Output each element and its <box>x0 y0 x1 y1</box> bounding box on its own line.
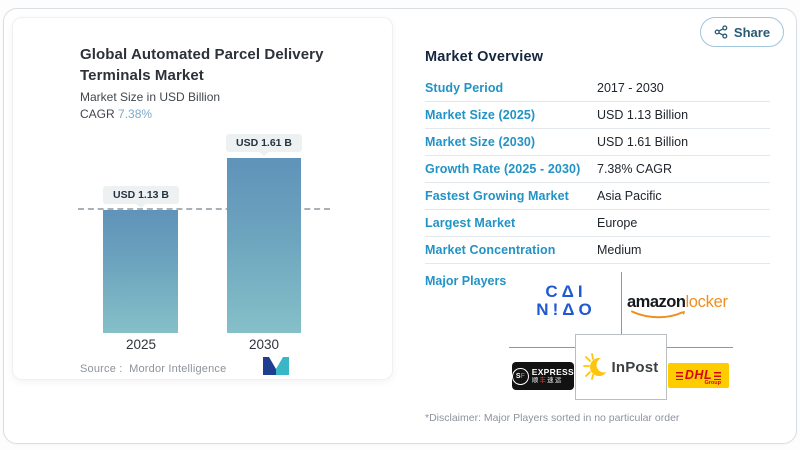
row-value: Asia Pacific <box>597 189 662 203</box>
row-value: Medium <box>597 243 642 257</box>
mordor-intelligence-logo-icon <box>263 357 289 375</box>
chart-card <box>12 17 393 380</box>
sf-chinese-text: 顺丰速运 <box>531 376 563 384</box>
bar-value-label-2025: USD 1.13 B <box>102 186 180 204</box>
row-label: Study Period <box>425 81 504 95</box>
row-label: Market Size (2030) <box>425 135 536 149</box>
cagr-label: CAGR <box>80 107 115 121</box>
overview-row-fastest-growing-market: Fastest Growing Market Asia Pacific <box>425 183 770 210</box>
row-value: 7.38% CAGR <box>597 162 673 176</box>
cainiao-line1: CΔI <box>545 282 587 301</box>
row-value: USD 1.61 Billion <box>597 135 689 149</box>
row-value: Europe <box>597 216 638 230</box>
logo-grid-vertical-divider <box>621 272 622 334</box>
source-line: Source : Mordor Intelligence <box>80 363 226 375</box>
source-label: Source : <box>80 363 123 375</box>
chart-cagr: CAGR 7.38% <box>80 107 152 121</box>
cagr-value: 7.38% <box>118 107 153 121</box>
row-label: Largest Market <box>425 216 516 230</box>
chart-subtitle: Market Size in USD Billion <box>80 90 221 104</box>
locker-text: locker <box>685 293 728 311</box>
share-icon <box>714 25 728 39</box>
share-button[interactable]: Share <box>700 17 784 47</box>
logo-grid-horizontal-divider-left <box>509 347 576 348</box>
disclaimer-text: *Disclaimer: Major Players sorted in no … <box>425 412 680 424</box>
overview-row-market-size-2025: Market Size (2025) USD 1.13 Billion <box>425 102 770 129</box>
inpost-sun-icon <box>583 353 610 380</box>
dhl-text: DHL <box>684 368 713 383</box>
row-label: Market Size (2025) <box>425 108 536 122</box>
dhl-stripe-left-icon <box>675 371 683 380</box>
overview-row-largest-market: Largest Market Europe <box>425 210 770 237</box>
bar-2030 <box>227 158 301 333</box>
inpost-text: InPost <box>611 358 659 376</box>
cainiao-logo: CΔI N!ΔO <box>524 283 608 319</box>
logo-grid-horizontal-divider-right <box>665 347 733 348</box>
source-value: Mordor Intelligence <box>129 363 227 375</box>
row-label: Market Concentration <box>425 243 556 257</box>
dhl-group-text: Group <box>704 380 722 386</box>
reference-dash-line <box>78 208 330 210</box>
overview-row-study-period: Study Period 2017 - 2030 <box>425 75 770 102</box>
dhl-stripe-right-icon <box>714 371 722 380</box>
overview-row-market-concentration: Market Concentration Medium <box>425 237 770 264</box>
row-value: 2017 - 2030 <box>597 81 664 95</box>
row-label: Fastest Growing Market <box>425 189 569 203</box>
bar-2025 <box>103 210 178 333</box>
inpost-logo: InPost <box>575 334 667 400</box>
amazon-smile-icon <box>631 310 685 319</box>
chart-title: Global Automated Parcel Delivery Termina… <box>80 44 370 86</box>
share-label: Share <box>733 24 771 40</box>
sf-text-block: EXPRESS 顺丰速运 <box>532 368 574 385</box>
overview-heading: Market Overview <box>425 49 544 65</box>
row-value: USD 1.13 Billion <box>597 108 689 122</box>
chart-title-line2: Terminals Market <box>80 67 204 84</box>
overview-table: Study Period 2017 - 2030 Market Size (20… <box>425 75 770 264</box>
overview-row-growth-rate: Growth Rate (2025 - 2030) 7.38% CAGR <box>425 156 770 183</box>
chart-title-line1: Global Automated Parcel Delivery <box>80 46 324 63</box>
major-players-label: Major Players <box>425 274 507 288</box>
overview-row-market-size-2030: Market Size (2030) USD 1.61 Billion <box>425 129 770 156</box>
amazon-locker-logo: amazonlocker <box>627 293 728 319</box>
row-label: Growth Rate (2025 - 2030) <box>425 162 581 176</box>
x-axis-label-2030: 2030 <box>248 337 280 352</box>
x-axis-label-2025: 2025 <box>125 337 157 352</box>
amazon-text: amazon <box>627 293 686 311</box>
sf-express-text: EXPRESS <box>531 366 574 377</box>
bar-value-label-2030: USD 1.61 B <box>225 134 303 152</box>
dhl-logo: DHL Group <box>668 363 729 388</box>
cainiao-line2: N!ΔO <box>536 300 596 319</box>
